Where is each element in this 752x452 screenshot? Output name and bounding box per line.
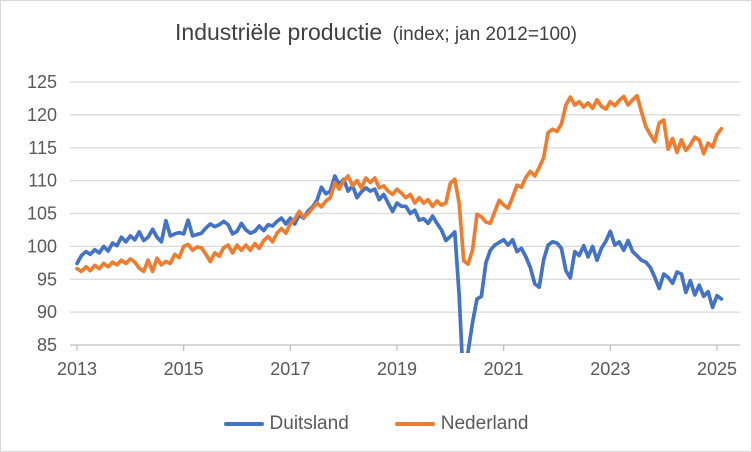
- svg-text:2025: 2025: [697, 359, 737, 379]
- y-axis-labels: 85 90 95 100 105 110 115 120 125: [27, 72, 57, 355]
- svg-text:2023: 2023: [590, 359, 630, 379]
- svg-text:90: 90: [37, 302, 57, 322]
- x-axis: [70, 344, 740, 351]
- svg-text:105: 105: [27, 204, 57, 224]
- duitsland-line: [75, 174, 724, 353]
- chart-title-suffix: (index; jan 2012=100): [392, 24, 577, 45]
- svg-text:85: 85: [37, 335, 57, 355]
- x-axis-labels: 2013 2015 2017 2019 2021 2023 2025: [57, 359, 737, 379]
- legend-item-duitsland: Duitsland: [223, 413, 349, 435]
- svg-text:110: 110: [28, 171, 57, 191]
- svg-text:125: 125: [27, 72, 57, 92]
- legend-label-duitsland: Duitsland: [269, 413, 349, 434]
- svg-text:95: 95: [37, 269, 57, 289]
- legend: Duitsland Nederland: [1, 413, 751, 435]
- chart-title-main: Industriële productie: [175, 19, 383, 45]
- svg-text:2019: 2019: [377, 359, 417, 379]
- chart-title: Industriële productie (index; jan 2012=1…: [1, 19, 751, 46]
- svg-text:2021: 2021: [484, 359, 524, 379]
- nederland-line-label: Nederland: [440, 413, 529, 434]
- legend-item-nederland: Nederland: [394, 413, 529, 435]
- svg-text:120: 120: [27, 105, 57, 125]
- nederland-line-swatch: [394, 422, 435, 426]
- svg-text:2013: 2013: [57, 359, 97, 379]
- duitsland-line-swatch: [223, 422, 264, 426]
- gridlines: [70, 81, 740, 313]
- svg-text:100: 100: [27, 236, 57, 256]
- nederland-line: [75, 93, 724, 274]
- svg-text:2015: 2015: [164, 359, 204, 379]
- svg-text:2017: 2017: [270, 359, 310, 379]
- svg-text:115: 115: [28, 138, 57, 158]
